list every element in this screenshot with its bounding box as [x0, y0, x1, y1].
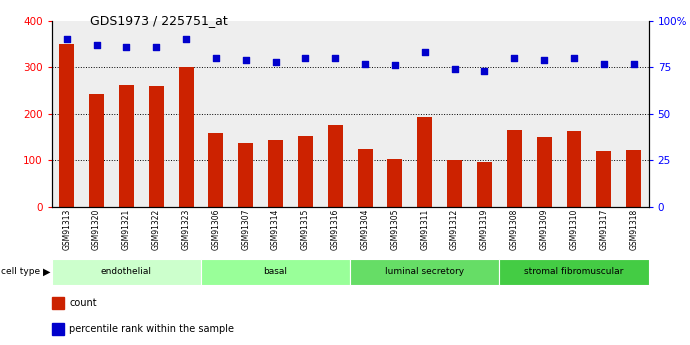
Text: count: count [69, 298, 97, 308]
Text: GDS1973 / 225751_at: GDS1973 / 225751_at [90, 14, 228, 27]
Bar [627, 150, 641, 207]
Point [240, 57, 251, 62]
Bar [52, 259, 201, 285]
Point [569, 55, 580, 61]
Bar [52, 297, 64, 309]
Text: cell type: cell type [1, 267, 41, 276]
Bar [417, 117, 432, 207]
Bar [298, 136, 313, 207]
Point [330, 55, 341, 61]
Bar [149, 86, 164, 207]
Bar [357, 149, 373, 207]
Text: percentile rank within the sample: percentile rank within the sample [69, 324, 234, 334]
Bar [208, 133, 224, 207]
Point [389, 63, 400, 68]
Point [598, 61, 609, 66]
Text: stromal fibromuscular: stromal fibromuscular [524, 267, 624, 276]
Bar [537, 137, 551, 207]
Text: endothelial: endothelial [101, 267, 152, 276]
Bar [59, 44, 74, 207]
Text: ▶: ▶ [43, 267, 50, 276]
Bar [238, 143, 253, 207]
Point [210, 55, 221, 61]
Text: luminal secretory: luminal secretory [385, 267, 464, 276]
Point [509, 55, 520, 61]
Bar [89, 94, 104, 207]
Point [181, 37, 192, 42]
Bar [566, 131, 582, 207]
Bar [268, 140, 283, 207]
Point [359, 61, 371, 66]
Bar [52, 323, 64, 335]
Text: basal: basal [264, 267, 288, 276]
Point [628, 61, 639, 66]
Point [449, 66, 460, 72]
Bar [500, 259, 649, 285]
Bar [179, 67, 193, 207]
Bar [596, 151, 611, 207]
Bar [477, 162, 492, 207]
Bar [388, 159, 402, 207]
Point [61, 37, 72, 42]
Point [150, 44, 161, 50]
Bar [119, 85, 134, 207]
Bar [201, 259, 350, 285]
Point [91, 42, 102, 48]
Point [121, 44, 132, 50]
Point [420, 50, 431, 55]
Bar [447, 160, 462, 207]
Point [270, 59, 281, 65]
Point [479, 68, 490, 74]
Bar [328, 125, 343, 207]
Bar [350, 259, 500, 285]
Bar [507, 130, 522, 207]
Point [539, 57, 550, 62]
Point [300, 55, 311, 61]
